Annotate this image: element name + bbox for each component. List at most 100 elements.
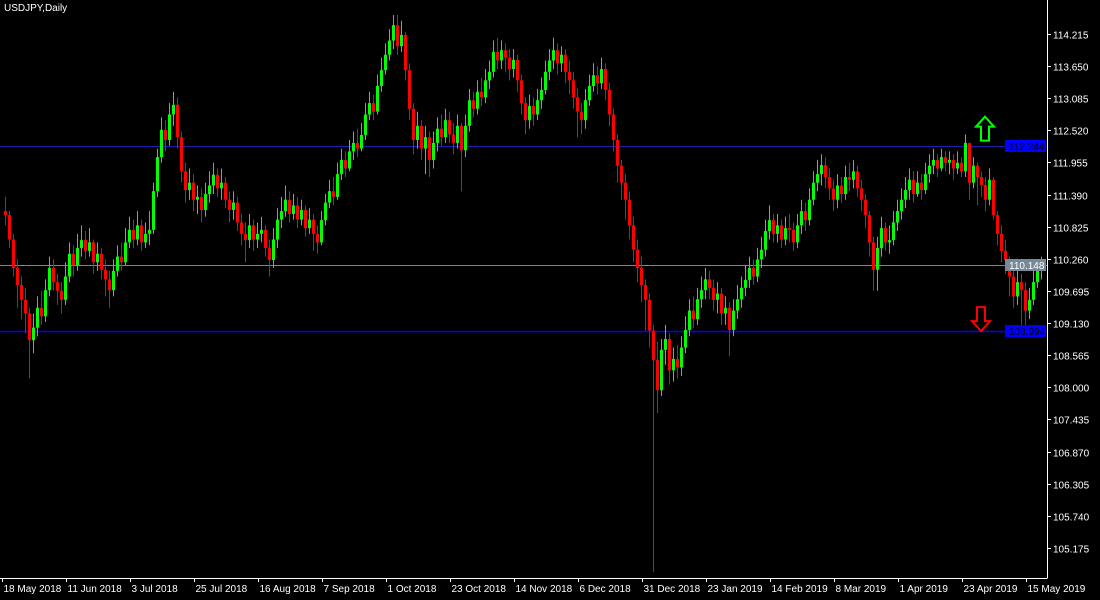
candle-body [328, 191, 331, 203]
candle [132, 219, 135, 249]
candle-body [520, 80, 523, 104]
candle [136, 211, 139, 246]
candle [736, 285, 739, 320]
arrow-up-icon [973, 115, 997, 142]
candle-body [792, 229, 795, 243]
candle-body [840, 185, 843, 195]
candle-body [692, 310, 695, 320]
candle [568, 60, 571, 95]
candle [444, 108, 447, 143]
candle-body [48, 267, 51, 291]
candle [904, 176, 907, 209]
candle [1012, 267, 1015, 308]
candle-body [68, 253, 71, 277]
time-tick-label: 8 Mar 2019 [836, 584, 887, 595]
candle-body [140, 225, 143, 243]
candle [476, 80, 479, 115]
candle [908, 168, 911, 200]
candle-body [976, 165, 979, 177]
candle [180, 131, 183, 183]
price-line-label-box [1005, 325, 1046, 337]
candle-body [400, 34, 403, 47]
candle-body [120, 256, 123, 263]
candle [864, 194, 867, 229]
candle-body [404, 34, 407, 71]
candle [724, 296, 727, 325]
candle-body [456, 125, 459, 143]
candle [252, 219, 255, 251]
candle [376, 74, 379, 115]
candle [564, 49, 567, 84]
candle-body [272, 239, 275, 261]
candle-body [84, 240, 87, 251]
candle-body [980, 176, 983, 185]
candle [524, 97, 527, 135]
candle-body [512, 59, 515, 69]
candle-body [100, 253, 103, 270]
candle-body [632, 225, 635, 250]
candle-body [784, 228, 787, 240]
candle-body [308, 219, 311, 229]
time-tick-label: 14 Nov 2018 [516, 584, 573, 595]
candle-body [828, 176, 831, 189]
candle-body [40, 307, 43, 317]
candle [196, 185, 199, 214]
candle [140, 219, 143, 251]
candle-body [360, 134, 363, 149]
candle [220, 168, 223, 200]
candle-body [392, 25, 395, 41]
candle-body [908, 179, 911, 191]
candle [652, 324, 655, 573]
candle-body [76, 248, 79, 266]
candle [212, 162, 215, 195]
candle [744, 265, 747, 297]
candle [872, 236, 875, 291]
candle-body [52, 267, 55, 283]
chart-title: USDJPY,Daily [4, 3, 68, 14]
candle [628, 191, 631, 240]
candle [168, 103, 171, 146]
time-tick-label: 1 Apr 2019 [900, 584, 949, 595]
candle-body [292, 205, 295, 214]
candle [852, 159, 855, 189]
candle-body [1028, 299, 1031, 311]
candle-body [540, 90, 543, 101]
candle [528, 94, 531, 129]
candle [128, 216, 131, 249]
candle [612, 108, 615, 152]
candle-body [500, 50, 503, 61]
candle-body [240, 222, 243, 234]
candle-body [64, 276, 67, 300]
candle [548, 49, 551, 81]
candle-body [228, 199, 231, 210]
candle [584, 88, 587, 129]
candle [1028, 287, 1031, 320]
candle-body [440, 128, 443, 138]
candle [344, 151, 347, 177]
candle [40, 290, 43, 325]
candle [656, 341, 659, 413]
candle [512, 49, 515, 78]
candle-body [80, 240, 83, 249]
candle [296, 196, 299, 229]
candle [464, 114, 467, 158]
candle [932, 148, 935, 175]
candle [572, 71, 575, 109]
candle-body [432, 142, 435, 160]
candle [980, 171, 983, 197]
candle-body [312, 219, 315, 234]
candle [36, 296, 39, 337]
candle [160, 117, 163, 163]
candle [316, 225, 319, 254]
candle-body [732, 310, 735, 330]
candle-body [796, 225, 799, 243]
candle [72, 245, 75, 277]
candle-body [876, 248, 879, 270]
candle [452, 122, 455, 155]
candle-body [508, 57, 511, 69]
candle-body [132, 229, 135, 240]
candle [320, 211, 323, 246]
candle [888, 225, 891, 254]
candle-body [476, 91, 479, 109]
